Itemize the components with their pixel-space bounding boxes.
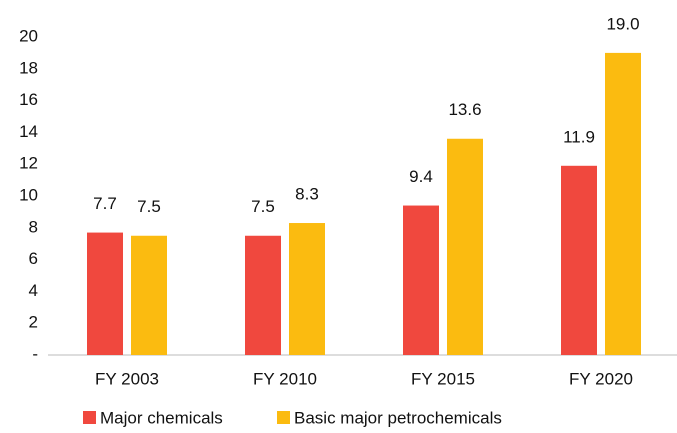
y-tick-label: 16 — [19, 90, 38, 109]
bar — [605, 52, 641, 356]
y-tick-label: 18 — [19, 58, 38, 77]
y-tick-label: 10 — [19, 185, 38, 204]
legend-swatch — [83, 411, 96, 424]
y-tick-label: 4 — [29, 281, 38, 300]
bar — [87, 232, 123, 355]
data-label: 19.0 — [606, 14, 639, 33]
bar — [403, 205, 439, 355]
legend-swatch — [277, 411, 290, 424]
x-tick-label: FY 2020 — [569, 369, 633, 388]
bar — [447, 138, 483, 355]
data-label: 9.4 — [409, 167, 433, 186]
data-label: 8.3 — [295, 185, 319, 204]
y-tick-label: 14 — [19, 122, 38, 141]
data-label: 13.6 — [448, 100, 481, 119]
data-label: 7.5 — [251, 197, 275, 216]
legend-label: Basic major petrochemicals — [294, 408, 502, 427]
y-tick-label: 12 — [19, 154, 38, 173]
y-tick-label: 8 — [29, 217, 38, 236]
x-tick-label: FY 2003 — [95, 369, 159, 388]
bar — [245, 235, 281, 355]
bar — [131, 235, 167, 355]
x-tick-label: FY 2015 — [411, 369, 475, 388]
x-tick-label: FY 2010 — [253, 369, 317, 388]
y-tick-label: - — [32, 344, 38, 363]
bar — [289, 223, 325, 355]
legend-label: Major chemicals — [100, 408, 223, 427]
y-tick-label: 2 — [29, 313, 38, 332]
data-label: 7.5 — [137, 197, 161, 216]
y-tick-label: 20 — [19, 26, 38, 45]
y-tick-label: 6 — [29, 249, 38, 268]
data-label: 11.9 — [563, 127, 595, 146]
bar — [561, 165, 597, 355]
data-label: 7.7 — [93, 194, 117, 213]
